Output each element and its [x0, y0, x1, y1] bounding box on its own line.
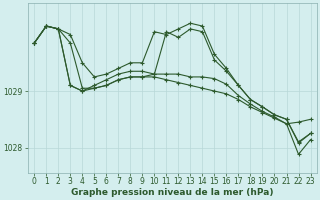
X-axis label: Graphe pression niveau de la mer (hPa): Graphe pression niveau de la mer (hPa)	[71, 188, 274, 197]
